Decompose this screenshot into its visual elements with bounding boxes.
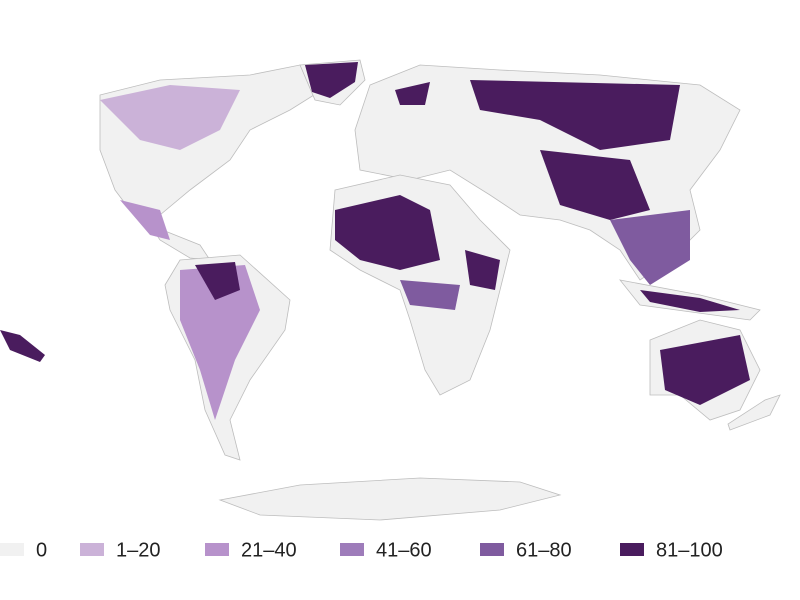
legend-swatch — [620, 543, 644, 556]
legend-swatch — [0, 543, 24, 556]
central-asia-shading — [540, 150, 650, 220]
legend-swatch — [80, 543, 104, 556]
central-africa-shading — [400, 280, 460, 310]
legend-swatch — [205, 543, 229, 556]
north-america-shading — [100, 85, 240, 150]
legend-swatch — [340, 543, 364, 556]
legend-label: 1–20 — [116, 539, 161, 561]
greenland-shading — [305, 62, 358, 98]
indonesia-shading — [640, 290, 740, 312]
amazon-core — [195, 262, 240, 300]
antarctica — [218, 477, 562, 521]
sahara-shading — [335, 195, 440, 270]
southeast-asia-shading — [610, 210, 690, 285]
americas-shading — [120, 200, 170, 240]
new-zealand — [727, 394, 781, 431]
amazon-shading — [180, 265, 260, 420]
legend-label: 61–80 — [516, 539, 572, 561]
legend-label: 41–60 — [376, 539, 432, 561]
legend-swatch — [480, 543, 504, 556]
scandinavia-shading — [395, 82, 430, 105]
legend-label: 0 — [36, 539, 47, 561]
pacific-shading — [0, 330, 45, 362]
legend-label: 21–40 — [241, 539, 297, 561]
legend-label: 81–100 — [656, 539, 723, 561]
east-africa-shading — [465, 250, 500, 290]
australia-shading — [660, 335, 750, 405]
prevalence-regions — [0, 62, 750, 420]
russia-shading — [470, 80, 680, 150]
legend: 0 1–20 21–40 41–60 61–80 81–100 — [0, 539, 723, 561]
